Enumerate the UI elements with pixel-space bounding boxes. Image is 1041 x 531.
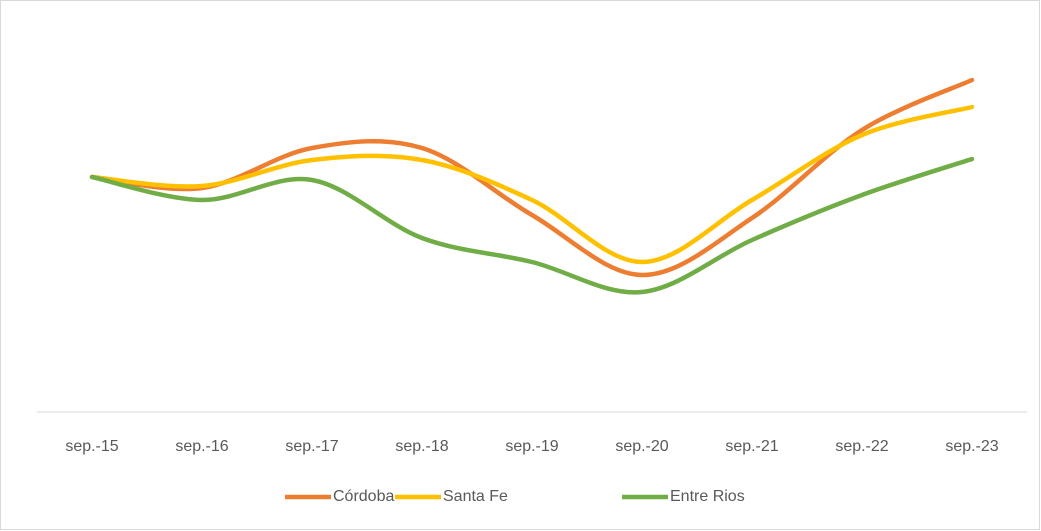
x-tick-label: sep.-20 (615, 438, 668, 455)
legend-label: Córdoba (333, 488, 394, 505)
x-tick-label: sep.-15 (65, 438, 118, 455)
x-tick-label: sep.-23 (945, 438, 998, 455)
series-line (89, 104, 975, 265)
legend-label: Santa Fe (443, 488, 508, 505)
x-tick-label: sep.-17 (285, 438, 338, 455)
series-line (89, 156, 975, 295)
x-tick-label: sep.-21 (725, 438, 778, 455)
x-tick-label: sep.-19 (505, 438, 558, 455)
x-tick-label: sep.-16 (175, 438, 228, 455)
x-tick-label: sep.-18 (395, 438, 448, 455)
legend-label: Entre Rios (670, 488, 745, 505)
x-tick-label: sep.-22 (835, 438, 888, 455)
